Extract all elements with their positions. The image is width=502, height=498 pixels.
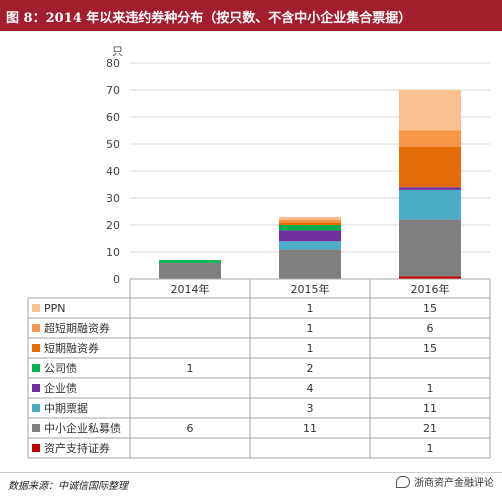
bar-segment — [399, 276, 461, 279]
table-value: 1 — [427, 382, 434, 395]
table-value: 2 — [307, 362, 314, 375]
legend-swatch — [32, 444, 40, 452]
table-value: 1 — [307, 342, 314, 355]
table-value: 15 — [423, 302, 437, 315]
x-category-label: 2016年 — [411, 282, 450, 296]
bar-segment — [279, 230, 341, 242]
table-value: 3 — [307, 402, 314, 415]
bar-segment — [399, 189, 461, 220]
table-value: 4 — [307, 382, 314, 395]
table-value: 1 — [187, 362, 194, 375]
x-category-label: 2014年 — [171, 282, 210, 296]
bar-segment — [279, 225, 341, 231]
bar-segment — [279, 219, 341, 223]
watermark: 浙商资产金融评论 — [396, 474, 494, 489]
y-tick-label: 0 — [113, 273, 120, 286]
bar-segment — [399, 187, 461, 190]
bar-segment — [279, 222, 341, 225]
table-value: 11 — [423, 402, 437, 415]
y-tick-label: 70 — [106, 84, 120, 97]
legend-series-name: 资产支持证券 — [44, 441, 110, 455]
bar-segment — [399, 146, 461, 188]
chat-bubble-icon — [396, 475, 410, 488]
legend-series-name: 公司债 — [44, 361, 77, 375]
table-value: 21 — [423, 422, 437, 435]
legend-series-name: 中期票据 — [44, 401, 88, 415]
legend-swatch — [32, 304, 40, 312]
legend-swatch — [32, 424, 40, 432]
y-tick-label: 40 — [106, 165, 120, 178]
table-value: 1 — [307, 302, 314, 315]
table-value: 6 — [427, 322, 434, 335]
source-note: 数据来源：中诚信国际整理 — [8, 481, 128, 492]
legend-series-name: PPN — [44, 302, 66, 315]
legend-swatch — [32, 384, 40, 392]
data-table: 2014年 2015年 2016年 PPN 1 15 超短期融资券 1 6 短期融资券 1 15 公司债… — [27, 278, 491, 459]
y-axis-label: 只 — [112, 45, 123, 58]
table-value: 1 — [427, 442, 434, 455]
table-value: 11 — [303, 422, 317, 435]
table-value: 6 — [187, 422, 194, 435]
legend-series-name: 短期融资券 — [44, 341, 99, 355]
bar-segment — [399, 219, 461, 277]
y-tick-label: 50 — [106, 138, 120, 151]
table-value: 15 — [423, 342, 437, 355]
bar-segment — [159, 260, 221, 263]
x-category-label: 2015年 — [291, 282, 330, 296]
legend-swatch — [32, 364, 40, 372]
bar-segment — [159, 262, 221, 279]
watermark-text: 浙商资产金融评论 — [414, 478, 494, 489]
bar-segment — [279, 249, 341, 279]
footer-divider — [0, 472, 502, 473]
legend-swatch — [32, 404, 40, 412]
legend-series-name: 企业债 — [44, 381, 77, 395]
legend-series-name: 中小企业私募债 — [44, 421, 121, 435]
bars — [159, 90, 461, 279]
bar-segment — [399, 130, 461, 147]
y-tick-label: 30 — [106, 192, 120, 205]
legend-swatch — [32, 344, 40, 352]
y-tick-label: 10 — [106, 246, 120, 259]
bar-segment — [279, 216, 341, 220]
gridlines — [130, 62, 490, 280]
y-tick-label: 80 — [106, 57, 120, 70]
legend-swatch — [32, 324, 40, 332]
bar-segment — [399, 90, 461, 131]
figure-title: 图 8：2014 年以来违约券种分布（按只数、不含中小企业集合票据） — [6, 11, 412, 26]
y-tick-label: 20 — [106, 219, 120, 232]
table-value: 1 — [307, 322, 314, 335]
title-bar: 图 8：2014 年以来违约券种分布（按只数、不含中小企业集合票据） — [0, 0, 502, 31]
bar-segment — [279, 241, 341, 250]
y-axis-ticks: 0 10 20 30 40 50 60 70 80 — [106, 57, 120, 286]
y-tick-label: 60 — [106, 111, 120, 124]
legend-series-name: 超短期融资券 — [44, 321, 110, 335]
